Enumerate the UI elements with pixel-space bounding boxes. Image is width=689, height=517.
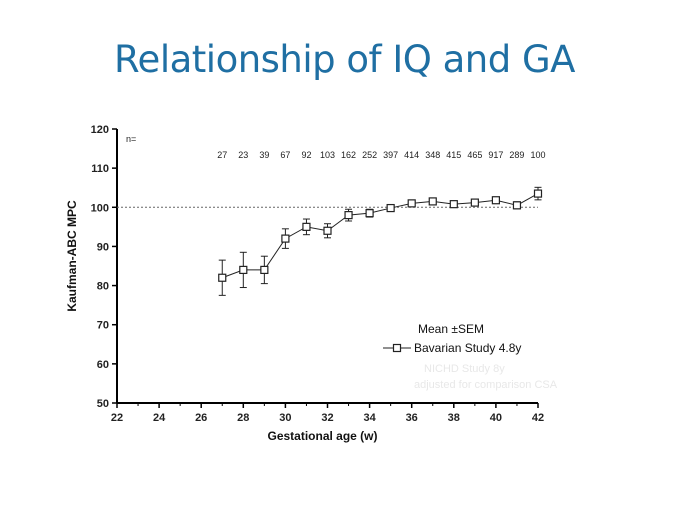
legend-faint-note: NICHD Study 8y [424, 363, 505, 375]
x-tick-label: 40 [490, 412, 502, 424]
x-tick-label: 28 [237, 412, 249, 424]
x-axis-title: Gestational age (w) [267, 429, 377, 443]
x-tick-label: 32 [321, 412, 333, 424]
n-count-label: 67 [280, 150, 290, 160]
n-count-label: 289 [509, 150, 524, 160]
y-axis-title: Kaufman-ABC MPC [65, 200, 79, 312]
legend-faint-note: adjusted for comparison CSA [414, 379, 558, 391]
y-tick-label: 70 [97, 320, 109, 332]
y-tick-label: 90 [97, 241, 109, 253]
legend-marker [392, 343, 402, 353]
chart-axes: 50 60 70 80 90 100 110 120 22 24 26 28 30 32 34 36 38 40 4… [65, 124, 544, 443]
data-point [302, 222, 311, 231]
series-line [222, 193, 539, 279]
legend-series-label: Bavarian Study 4.8y [414, 341, 521, 355]
y-tick-label: 100 [91, 202, 109, 214]
legend: Mean ±SEM Bavarian Study 4.8y NICHD Study … [383, 322, 558, 391]
data-point [533, 189, 543, 198]
y-tick-label: 120 [91, 124, 109, 136]
n-count-label: 162 [341, 150, 356, 160]
data-point [365, 209, 374, 218]
data-point [323, 226, 332, 235]
x-tick-label: 42 [532, 412, 544, 424]
data-point [407, 199, 416, 208]
x-tick-label: 22 [111, 412, 123, 424]
x-tick-label: 38 [448, 412, 460, 424]
data-point [281, 234, 290, 243]
n-count-label: 252 [362, 150, 377, 160]
n-count-label: 92 [301, 150, 311, 160]
data-point [344, 211, 353, 220]
data-point [428, 197, 437, 206]
x-tick-label: 26 [195, 412, 207, 424]
x-tick-label: 36 [406, 412, 418, 424]
data-point [470, 198, 479, 207]
data-point [449, 200, 458, 209]
data-point [386, 203, 395, 213]
y-tick-label: 50 [97, 398, 109, 410]
x-tick-label: 34 [363, 412, 376, 424]
y-tick-label: 60 [97, 359, 109, 371]
n-count-label: 39 [259, 150, 269, 160]
n-count-label: 414 [404, 150, 419, 160]
n-count-label: 100 [530, 150, 545, 160]
slide-title: Relationship of IQ and GA [114, 38, 575, 81]
data-point [260, 265, 269, 275]
series-group [218, 186, 543, 296]
data-point [218, 273, 227, 282]
n-count-label: 415 [446, 150, 461, 160]
data-point [491, 196, 500, 205]
x-tick-label: 24 [153, 412, 166, 424]
y-tick-label: 80 [97, 281, 109, 293]
n-count-label: 348 [425, 150, 440, 160]
y-tick-label: 110 [91, 163, 109, 175]
n-count-label: 23 [238, 150, 248, 160]
data-point [512, 201, 522, 210]
n-count-label: 465 [467, 150, 482, 160]
n-labels: n= 27 23 39 67 92 103 162 252 397 414 348 415 465 917 2… [126, 134, 546, 160]
legend-title: Mean ±SEM [418, 322, 484, 336]
n-count-label: 397 [383, 150, 398, 160]
n-count-label: 103 [320, 150, 335, 160]
x-tick-label: 30 [279, 412, 291, 424]
n-count-label: 917 [488, 150, 503, 160]
data-point [239, 265, 248, 275]
n-count-label: 27 [217, 150, 227, 160]
n-label: n= [126, 134, 136, 144]
